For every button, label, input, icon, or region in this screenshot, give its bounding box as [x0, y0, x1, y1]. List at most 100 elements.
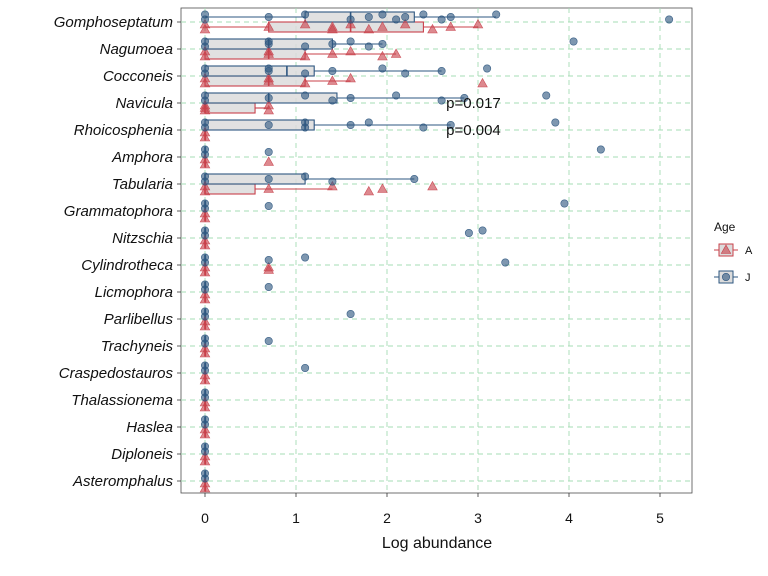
point-J — [328, 96, 337, 105]
point-A — [263, 183, 274, 193]
point-A — [472, 18, 484, 29]
point-J — [464, 229, 473, 238]
point-A — [199, 428, 211, 439]
point-A — [377, 21, 388, 31]
point-A — [199, 158, 211, 169]
point-J — [346, 94, 355, 103]
point-J — [264, 64, 273, 73]
point-A — [327, 75, 338, 85]
y-tick-label: Craspedostauros — [59, 365, 174, 382]
point-J — [483, 64, 492, 73]
point-A — [445, 21, 456, 31]
legend-title: Age — [714, 220, 736, 234]
p-value-annotation: p=0.017 — [446, 95, 501, 112]
point-A — [199, 401, 211, 412]
point-J — [264, 148, 273, 157]
point-A — [363, 185, 375, 196]
point-J — [392, 91, 401, 100]
point-A — [363, 23, 375, 34]
point-J — [201, 150, 210, 159]
point-J — [460, 94, 469, 103]
point-A — [199, 50, 211, 61]
point-J — [446, 121, 455, 130]
legend-item-J: J — [714, 270, 751, 284]
point-J — [264, 13, 273, 22]
box-iqr — [204, 102, 256, 114]
point-A — [345, 45, 356, 56]
point-J — [551, 118, 560, 127]
point-J — [201, 366, 210, 375]
point-J — [201, 312, 210, 321]
legend: Age A J — [714, 220, 753, 284]
y-tick-label: Thalassionema — [71, 392, 173, 409]
y-tick-label: Diploneis — [111, 446, 173, 463]
y-tick-label: Nitzschia — [112, 230, 173, 247]
box-iqr — [204, 48, 306, 60]
point-J — [501, 258, 510, 267]
point-A — [199, 347, 211, 358]
point-J — [392, 15, 401, 24]
point-A — [263, 156, 274, 166]
box-iqr — [204, 173, 306, 185]
point-J — [401, 69, 410, 78]
point-A — [199, 320, 211, 331]
point-J — [437, 96, 446, 105]
y-tick-label: Trachyneis — [101, 338, 174, 355]
x-tick-label: 5 — [656, 510, 664, 526]
point-J — [346, 15, 355, 24]
y-tick-label: Cocconeis — [103, 68, 174, 85]
point-J — [364, 13, 373, 22]
y-tick-label: Parlibellus — [104, 311, 174, 328]
point-J — [201, 204, 210, 213]
point-J — [201, 177, 210, 186]
point-J — [301, 123, 310, 132]
box-iqr — [268, 21, 424, 33]
point-J — [665, 15, 674, 24]
x-tick-label: 0 — [201, 510, 209, 526]
x-axis: 0 1 2 3 4 5 — [201, 493, 664, 526]
point-A — [263, 261, 274, 272]
point-J — [201, 42, 210, 51]
point-J — [419, 123, 428, 132]
point-J — [264, 255, 273, 264]
point-J — [478, 226, 487, 235]
point-A — [263, 72, 274, 83]
point-A — [199, 482, 211, 493]
point-J — [542, 91, 551, 100]
point-A — [199, 455, 211, 466]
y-tick-label: Rhoicosphenia — [74, 122, 173, 139]
point-J — [346, 309, 355, 318]
point-J — [492, 10, 501, 19]
y-tick-label: Navicula — [115, 95, 173, 112]
point-J — [328, 39, 337, 48]
point-A — [345, 72, 356, 83]
y-tick-label: Gomphoseptatum — [54, 14, 173, 31]
point-J — [201, 474, 210, 483]
box-J-gomphoseptatum — [205, 11, 497, 23]
point-J — [346, 37, 355, 46]
annotations-layer: p=0.017 p=0.004 — [446, 95, 501, 139]
point-A — [199, 23, 211, 34]
point-J — [596, 145, 605, 154]
legend-key-marker — [721, 272, 730, 281]
y-axis: Gomphoseptatum Nagumoea Cocconeis Navicula R… — [54, 14, 181, 490]
point-A — [390, 48, 402, 58]
point-A — [199, 77, 211, 88]
point-J — [264, 202, 273, 211]
point-A — [199, 239, 211, 250]
point-J — [301, 10, 310, 19]
box-iqr — [204, 119, 315, 131]
point-J — [301, 172, 310, 181]
point-J — [301, 69, 310, 78]
point-A — [299, 18, 311, 29]
p-value-annotation: p=0.004 — [446, 122, 501, 139]
x-axis-title: Log abundance — [382, 535, 492, 552]
point-J — [201, 15, 210, 24]
point-J — [410, 175, 419, 184]
point-A — [199, 131, 211, 142]
point-A — [199, 374, 211, 385]
point-A — [199, 102, 211, 112]
point-J — [378, 39, 387, 48]
point-J — [401, 13, 410, 22]
point-A — [427, 23, 438, 34]
